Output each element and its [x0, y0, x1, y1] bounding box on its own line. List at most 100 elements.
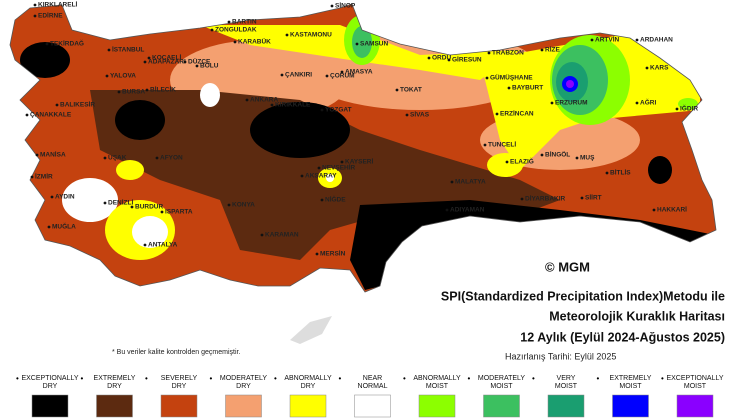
city-label: ÇORUM: [330, 73, 355, 80]
cyprus: [290, 316, 332, 344]
city-label: EDİRNE: [38, 12, 63, 20]
city-label: AMASYA: [345, 69, 373, 76]
city-label: ANTALYA: [148, 242, 178, 249]
city-dot: [317, 166, 321, 170]
legend-label: NEAR: [363, 375, 382, 382]
legend-label: SEVERELY: [161, 375, 198, 382]
city-label: BİTLİS: [610, 169, 631, 177]
city-dot: [395, 88, 399, 92]
city-label: ERZURUM: [555, 100, 588, 107]
city-dot: [227, 203, 231, 207]
city-dot: [183, 60, 187, 64]
title-line: Meteorolojik Kuraklık Haritası: [549, 309, 725, 323]
map-fill: [10, 4, 716, 292]
city-label: ARTVİN: [595, 36, 620, 44]
legend-bullet: •: [403, 374, 406, 383]
city-label: ISPARTA: [165, 209, 193, 216]
city-dot: [210, 28, 214, 32]
city-dot: [103, 156, 107, 160]
city-dot: [575, 156, 579, 160]
city-label: BİNGÖL: [545, 150, 570, 159]
city-label: KOCAELİ: [152, 54, 181, 62]
city-label: HAKKARİ: [657, 206, 687, 214]
city-dot: [485, 76, 489, 80]
copyright: © MGM: [545, 259, 590, 274]
city-label: NİĞDE: [325, 195, 346, 204]
legend-label: MOIST: [619, 383, 642, 390]
city-dot: [605, 171, 609, 175]
city-dot: [107, 48, 111, 52]
city-dot: [540, 48, 544, 52]
city-dot: [540, 153, 544, 157]
city-dot: [33, 3, 37, 7]
city-dot: [45, 42, 49, 46]
city-dot: [450, 180, 454, 184]
city-label: İSTANBUL: [112, 46, 144, 54]
city-label: ARDAHAN: [640, 37, 673, 44]
city-dot: [35, 153, 39, 157]
legend-swatch: [31, 394, 69, 418]
city-dot: [355, 42, 359, 46]
city-label: TOKAT: [400, 87, 422, 94]
legend-bullet: •: [339, 374, 342, 383]
city-label: KASTAMONU: [290, 32, 332, 39]
city-label: BALIKESİR: [60, 101, 95, 109]
city-dot: [320, 108, 324, 112]
city-dot: [260, 233, 264, 237]
title-line: 12 Aylık (Eylül 2024-Ağustos 2025): [520, 330, 725, 344]
city-dot: [590, 38, 594, 42]
legend-label: EXCEPTIONALLY: [666, 375, 723, 382]
legend-label: DRY: [172, 383, 187, 390]
city-label: AYDIN: [55, 194, 75, 201]
legend-label: MODERATELY: [220, 375, 268, 382]
legend-swatch: [96, 394, 133, 418]
city-dot: [130, 205, 134, 209]
legend-bullet: •: [274, 374, 277, 383]
city-dot: [195, 64, 199, 68]
city-label: ERZİNCAN: [500, 110, 534, 118]
legend-swatch: [612, 394, 649, 418]
city-dot: [233, 40, 237, 44]
city-label: DÜZCE: [188, 57, 211, 66]
city-label: ANKARA: [250, 97, 278, 104]
city-dot: [33, 14, 37, 18]
legend-bullet: •: [661, 374, 664, 383]
city-label: KARS: [650, 65, 669, 72]
city-label: IĞDIR: [680, 104, 698, 113]
city-label: TUNCELİ: [488, 141, 516, 149]
city-label: YOZGAT: [325, 107, 352, 114]
city-label: ÇANAKKALE: [30, 112, 72, 119]
city-label: BAYBURT: [512, 85, 543, 92]
city-dot: [147, 56, 151, 60]
city-label: TRABZON: [492, 50, 524, 57]
city-dot: [645, 66, 649, 70]
city-dot: [487, 51, 491, 55]
city-dot: [47, 225, 51, 229]
city-dot: [505, 160, 509, 164]
legend-label: ABNORMALLY: [413, 375, 461, 382]
title-line: SPI(Standardized Precipitation Index)Met…: [441, 289, 725, 303]
city-dot: [143, 60, 147, 64]
city-label: ADAPAZARI: [148, 59, 186, 66]
legend-label: EXTREMELY: [94, 375, 136, 382]
city-dot: [117, 90, 121, 94]
legend-label: EXTREMELY: [610, 375, 652, 382]
legend-swatch: [354, 394, 391, 418]
legend-label: MODERATELY: [478, 375, 526, 382]
city-label: UŞAK: [108, 155, 127, 162]
city-dot: [675, 107, 679, 111]
city-label: KONYA: [232, 202, 255, 209]
city-label: BURSA: [122, 89, 145, 96]
prepared-date: Hazırlanış Tarihi: Eylül 2025: [505, 351, 616, 361]
legend-label: MOIST: [490, 383, 513, 390]
legend-swatch: [547, 394, 585, 418]
city-label: ADIYAMAN: [450, 207, 485, 214]
city-dot: [495, 112, 499, 116]
city-dot: [315, 252, 319, 256]
city-dot: [445, 208, 449, 212]
city-dot: [270, 103, 274, 107]
city-dot: [25, 113, 29, 117]
legend-swatch: [483, 394, 520, 418]
legend-bullet: •: [145, 374, 148, 383]
city-label: ELAZIĞ: [510, 157, 534, 166]
